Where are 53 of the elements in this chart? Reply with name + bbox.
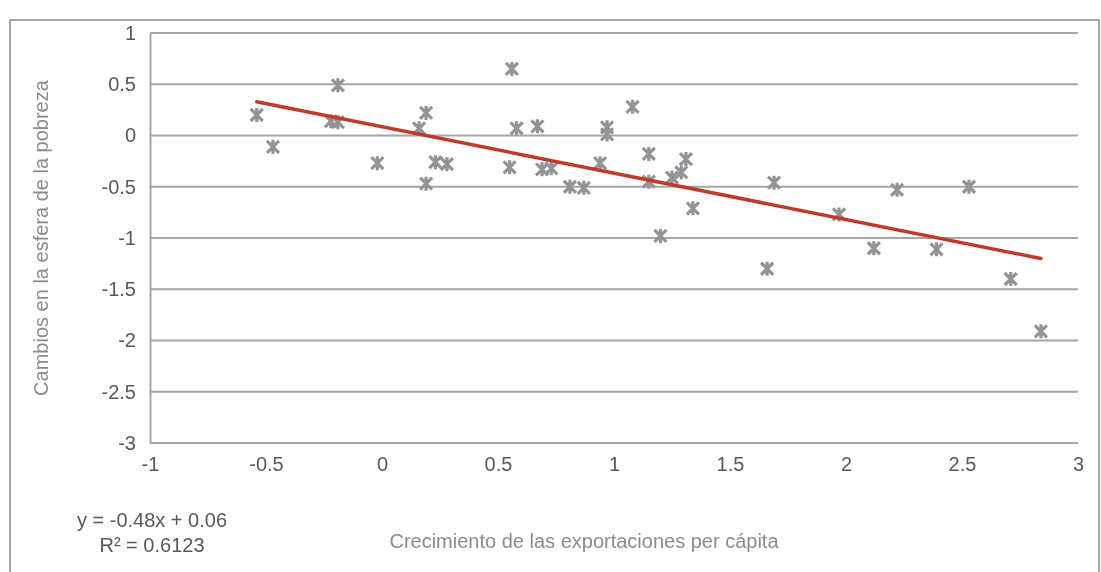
point [576, 179, 592, 197]
x-tick-label: -0.5 [249, 453, 284, 476]
text: R² = 0.6123 [99, 534, 205, 556]
point [624, 98, 641, 116]
point [1033, 322, 1049, 340]
point [866, 239, 882, 257]
x-tick-label: 0 [376, 453, 389, 476]
y-tick-label: -0.5 [101, 175, 136, 198]
point [766, 174, 782, 192]
point [508, 119, 525, 137]
point [249, 106, 265, 124]
y-tick-label: 1 [124, 21, 136, 44]
text: y = -0.48x + 0.06 [76, 509, 228, 531]
point [418, 175, 434, 193]
point [418, 104, 434, 122]
point [534, 160, 550, 178]
point [599, 118, 615, 136]
point [652, 227, 668, 245]
point [369, 154, 385, 172]
y-tick-label: -2 [118, 329, 136, 352]
point [502, 158, 518, 176]
point [678, 150, 694, 168]
x-tick-label: 3 [1072, 453, 1085, 476]
y-tick-label: -1 [118, 226, 136, 249]
point [889, 181, 905, 199]
x-tick-label: 1.5 [716, 453, 745, 476]
point [427, 153, 443, 171]
y-tick-label: -3 [118, 431, 136, 454]
point [641, 145, 657, 163]
point [685, 199, 701, 217]
y-axis-title: Cambios en la esfera de la pobreza [30, 79, 52, 396]
point [928, 240, 945, 258]
point [529, 117, 546, 135]
x-tick-label: 1 [608, 453, 621, 476]
x-axis-title: Crecimiento de las exportaciones per cápita [389, 530, 780, 552]
point [1003, 270, 1019, 288]
x-tick-label: -1 [141, 453, 160, 476]
point [330, 76, 346, 94]
point [961, 178, 977, 196]
point [759, 260, 775, 278]
y-tick-label: 0.5 [108, 73, 136, 96]
x-tick-label: 2 [840, 453, 853, 476]
point [504, 60, 520, 78]
point [439, 155, 455, 173]
point [562, 178, 578, 196]
point [599, 125, 615, 144]
point [265, 138, 281, 156]
x-tick-label: 2.5 [948, 453, 977, 476]
y-tick-label: 0 [124, 124, 136, 147]
y-tick-label: -2.5 [101, 380, 136, 403]
point [673, 163, 689, 181]
x-tick-label: 0.5 [484, 453, 513, 476]
y-tick-label: -1.5 [101, 278, 136, 301]
